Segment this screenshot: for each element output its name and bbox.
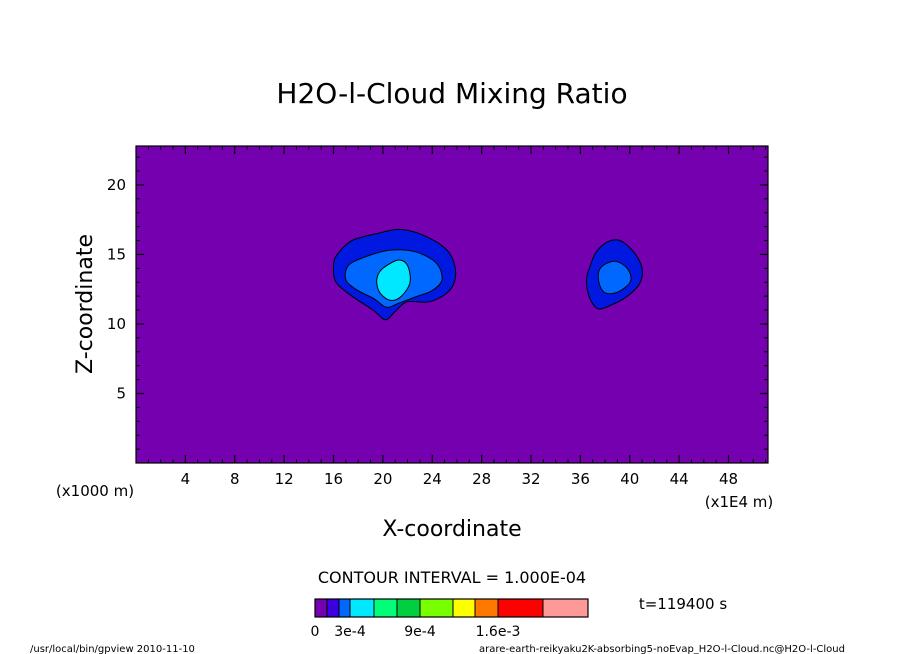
colorbar-frame [314, 598, 589, 618]
x-tick-label: 8 [230, 470, 240, 488]
colorbar-segment [373, 598, 398, 618]
colorbar-segment [314, 598, 328, 618]
contour-interval-label: CONTOUR INTERVAL = 1.000E-04 [318, 568, 586, 587]
colorbar-segment [452, 598, 476, 618]
plot-background [136, 146, 768, 463]
cloud-a-contour-3 [376, 259, 411, 301]
x-tick-label: 28 [472, 470, 491, 488]
x-tick-label: 36 [571, 470, 590, 488]
x-axis-label: X-coordinate [382, 517, 521, 542]
footer-right: arare-earth-reikyaku2K-absorbing5-noEvap… [479, 644, 845, 654]
colorbar-segment [396, 598, 421, 618]
colorbar-segment [338, 598, 351, 618]
y-tick-label: 20 [107, 176, 126, 194]
y-tick-label: 10 [107, 315, 126, 333]
colorbar-tick-label: 9e-4 [404, 624, 436, 640]
colorbar-tick-label: 1.6e-3 [476, 624, 521, 640]
y-axis-label: Z-coordinate [73, 234, 98, 374]
x-tick-label: 24 [423, 470, 442, 488]
x-tick-label: 4 [181, 470, 191, 488]
colorbar-segment [497, 598, 544, 618]
x-tick-label: 12 [275, 470, 294, 488]
colorbar-segment [349, 598, 375, 618]
x-tick-label: 20 [373, 470, 392, 488]
colorbar-segment [419, 598, 454, 618]
x-tick-label: 44 [670, 470, 689, 488]
chart-title: H2O-l-Cloud Mixing Ratio [276, 77, 627, 110]
x-tick-label: 40 [620, 470, 639, 488]
colorbar-tick-label: 3e-4 [334, 624, 366, 640]
colorbar-segment [326, 598, 340, 618]
cloud-a [332, 228, 457, 321]
colorbar-tick-label: 0 [311, 624, 320, 640]
cloud-b-contour-2 [597, 260, 632, 295]
colorbar: 0 3e-4 9e-4 1.6e-3 [311, 598, 589, 640]
y-tick-label: 15 [107, 245, 126, 263]
colorbar-segment [474, 598, 499, 618]
x-tick-label: 16 [324, 470, 343, 488]
x-tick-label: 48 [719, 470, 738, 488]
x-unit-left: (x1000 m) [56, 482, 134, 500]
x-tick-label: 32 [521, 470, 540, 488]
y-tick-label: 5 [116, 384, 126, 402]
colorbar-segment [542, 598, 589, 618]
plot-frame [135, 145, 769, 464]
plot-area [135, 145, 769, 464]
time-label: t=119400 s [639, 595, 727, 613]
x-unit-right: (x1E4 m) [705, 493, 774, 511]
cloud-b [585, 239, 643, 310]
footer-left: /usr/local/bin/gpview 2010-11-10 [30, 644, 195, 654]
